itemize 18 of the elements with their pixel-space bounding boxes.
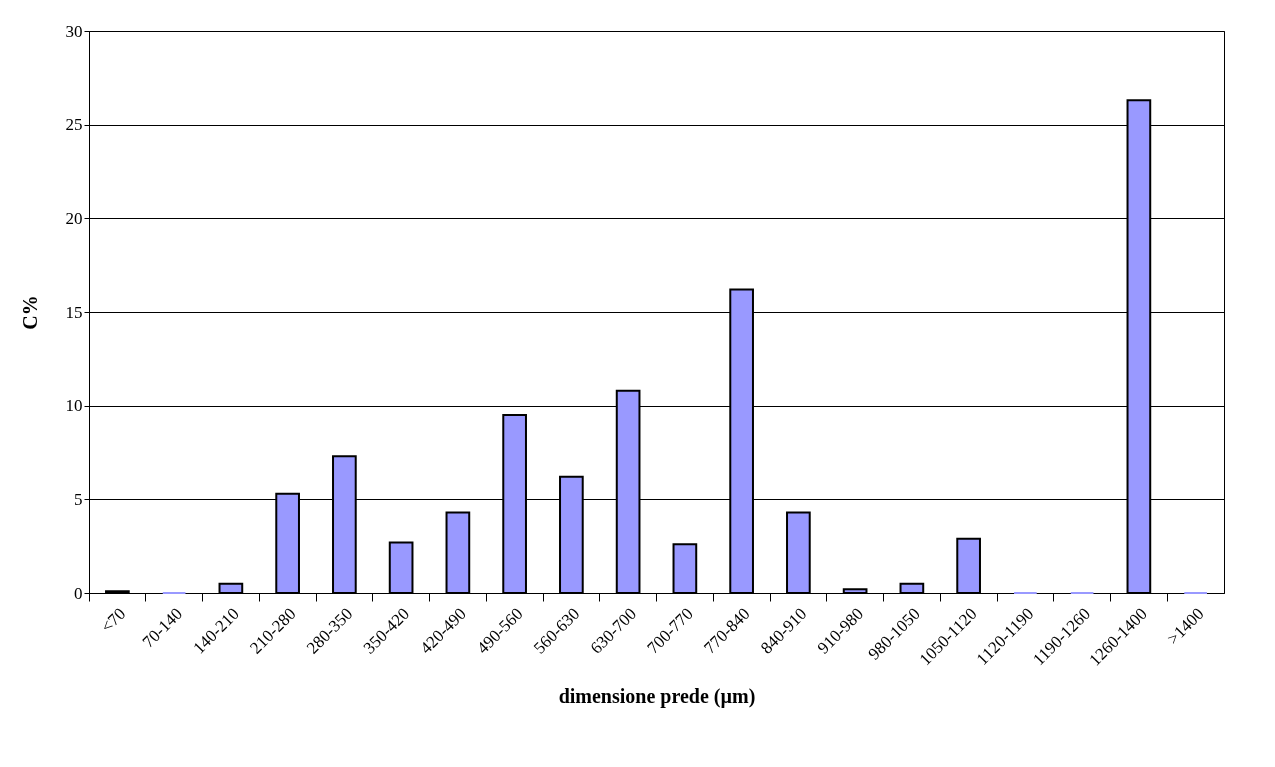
bar bbox=[388, 541, 414, 594]
y-tick-label: 0 bbox=[74, 583, 83, 603]
bar bbox=[899, 582, 925, 594]
bar bbox=[956, 537, 981, 594]
y-axis-title: C% bbox=[18, 295, 41, 330]
bar bbox=[218, 582, 244, 594]
bar bbox=[445, 511, 471, 594]
y-tick-label: 20 bbox=[65, 208, 83, 228]
x-tick-label: <70 bbox=[97, 604, 130, 637]
y-tick-label: 10 bbox=[65, 396, 83, 416]
y-tick-label: 5 bbox=[74, 489, 83, 509]
bar bbox=[842, 588, 868, 594]
x-axis-title: dimensione prede (µm) bbox=[558, 684, 756, 708]
bar bbox=[672, 543, 698, 594]
y-tick-label: 30 bbox=[65, 21, 83, 41]
bar bbox=[786, 511, 811, 594]
y-tick-label: 15 bbox=[65, 302, 83, 322]
y-tick-label: 25 bbox=[65, 115, 83, 135]
